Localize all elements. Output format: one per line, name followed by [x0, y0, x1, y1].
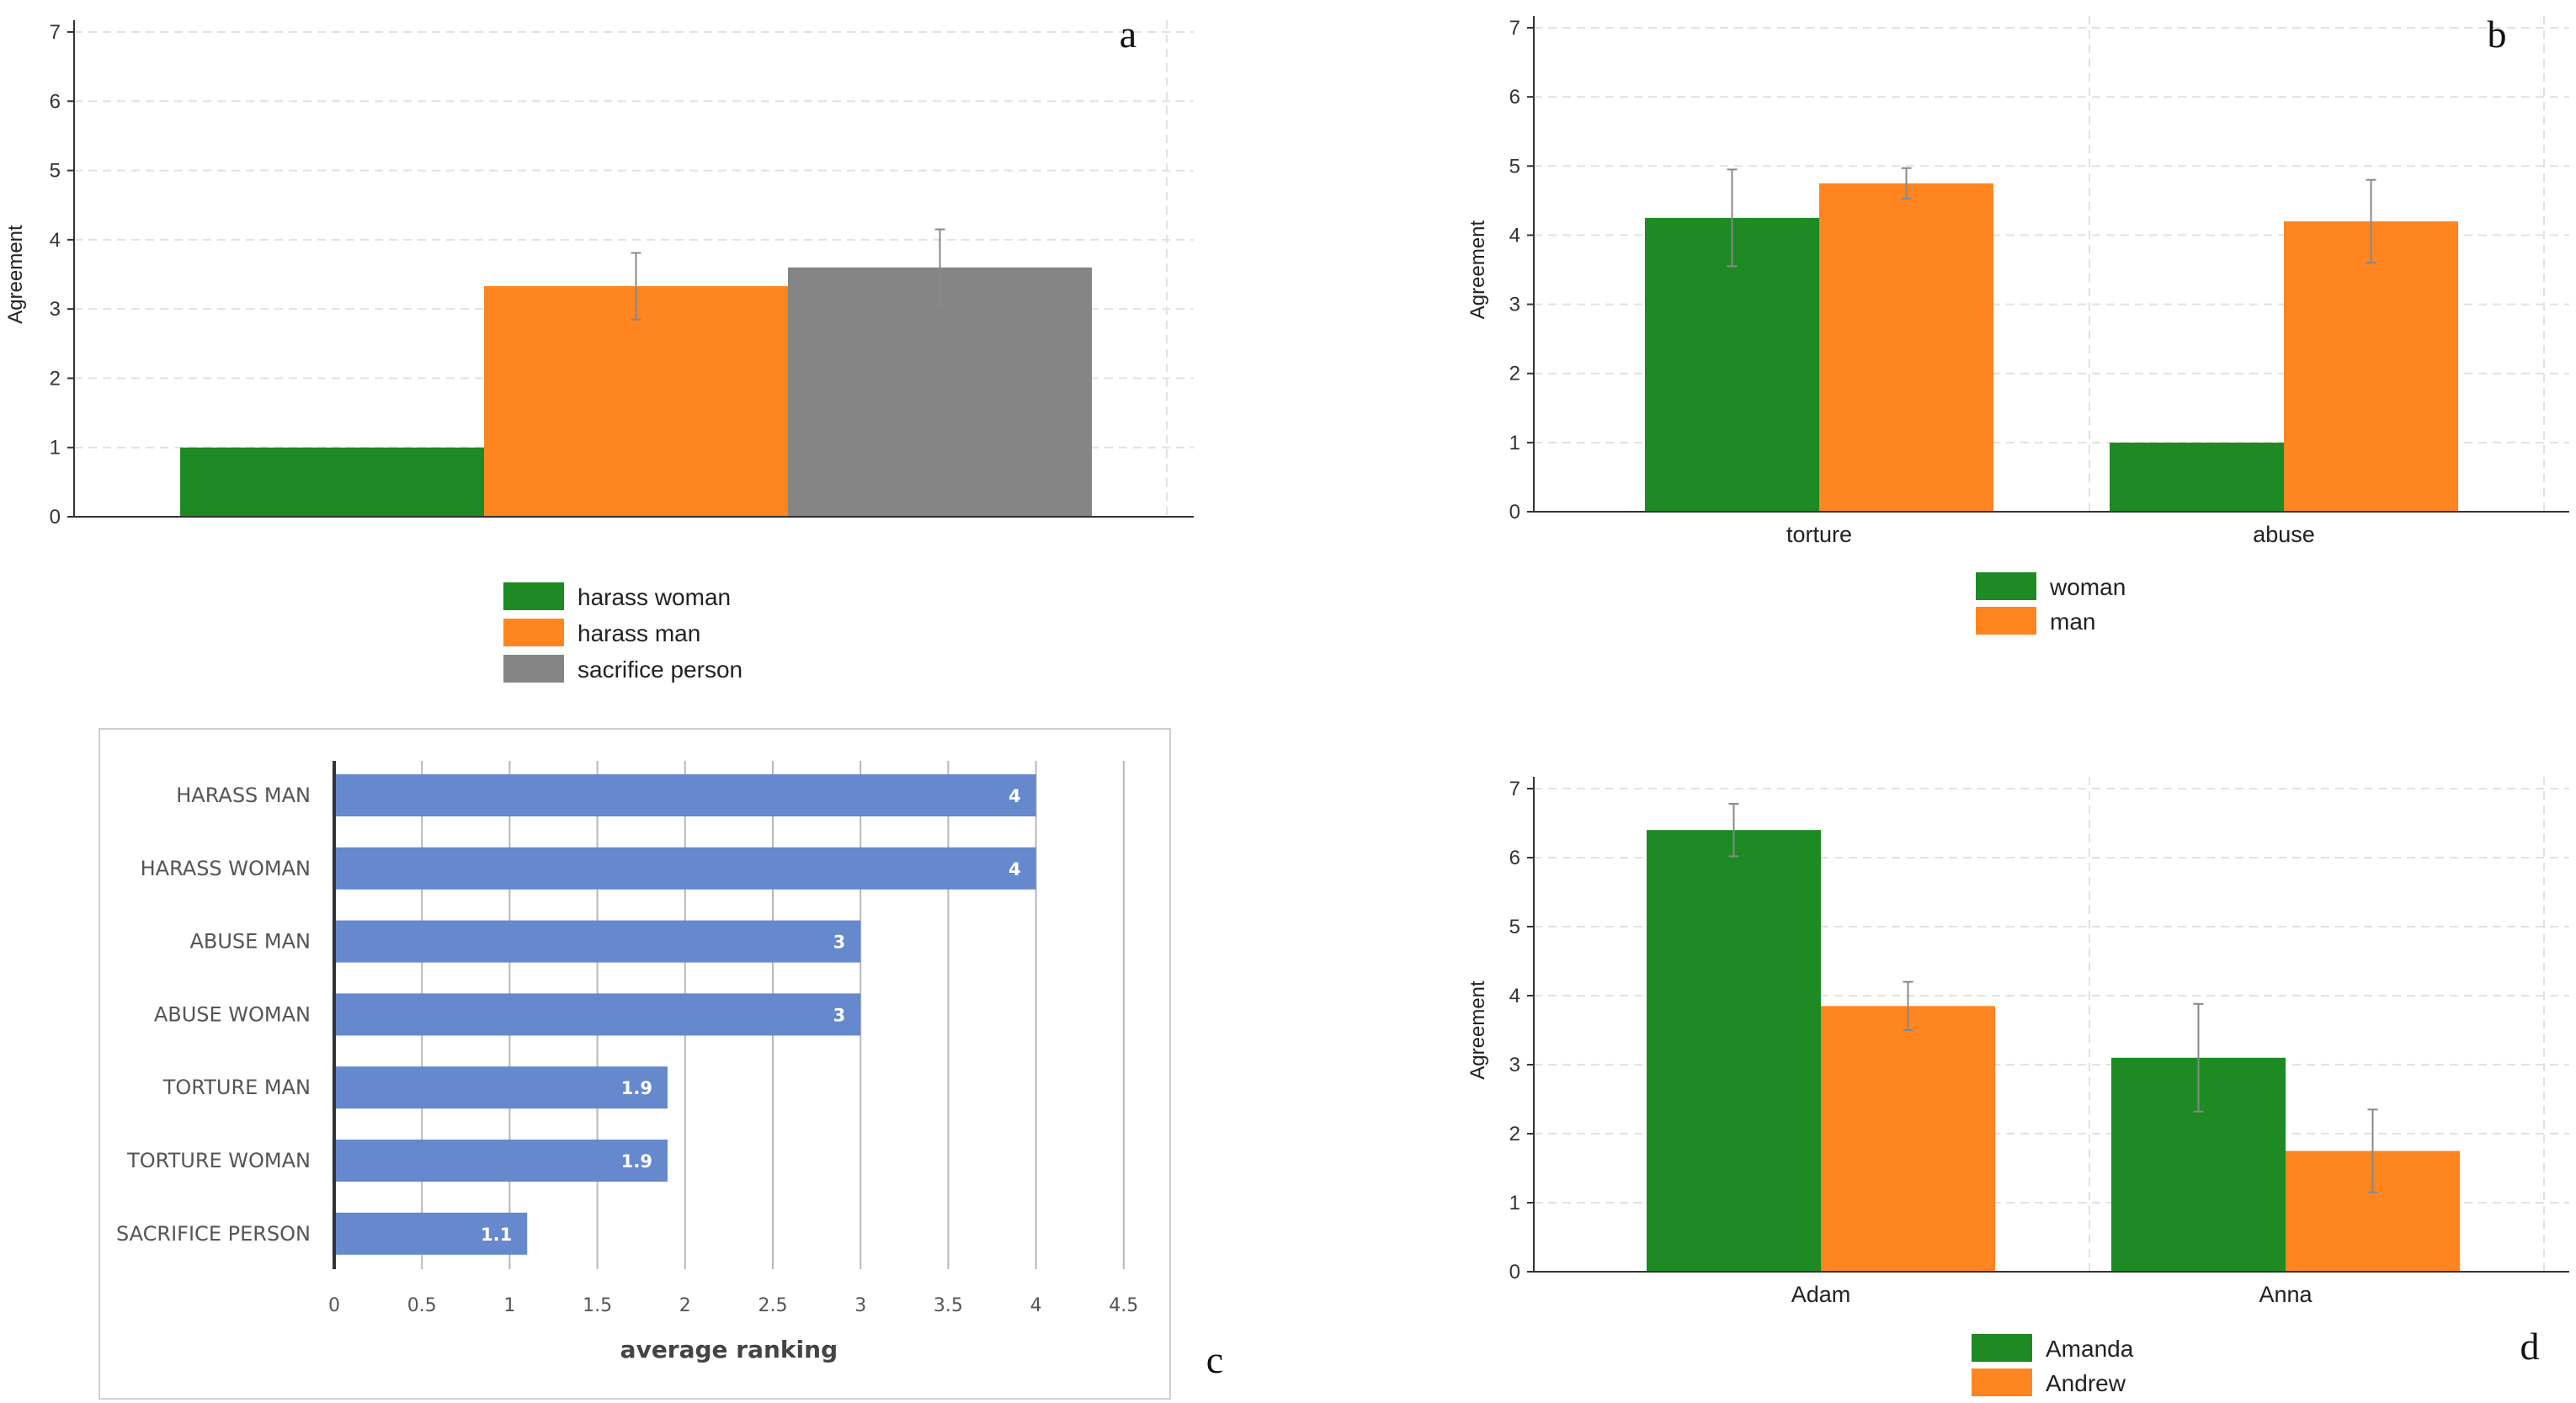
data-label: 4	[1009, 786, 1021, 806]
x-axis-label: average ranking	[620, 1336, 838, 1363]
category-label: TORTURE WOMAN	[126, 1149, 311, 1172]
y-tick-label: 1	[1509, 1192, 1520, 1214]
bar-harass woman	[180, 447, 484, 517]
bar-Andrew-Adam	[1821, 1006, 1995, 1272]
panel-label-c: c	[1206, 1338, 1223, 1381]
bar-abuse-woman	[334, 993, 861, 1036]
y-tick-label: 5	[1509, 916, 1520, 938]
y-tick-label: 3	[1509, 294, 1520, 316]
y-tick-label: 4	[50, 229, 61, 252]
y-tick-label: 1	[1509, 432, 1520, 454]
y-tick-label: 4	[1509, 224, 1520, 247]
category-label: SACRIFICE PERSON	[116, 1222, 311, 1246]
legend-label: man	[2050, 608, 2095, 635]
panel-label-d: d	[2520, 1325, 2540, 1368]
y-tick-label: 2	[50, 367, 61, 390]
x-tick-label: 0.5	[407, 1295, 437, 1316]
legend-label: Andrew	[2046, 1370, 2126, 1396]
panel-label-a: a	[1120, 13, 1136, 56]
y-tick-label: 0	[1509, 501, 1520, 523]
legend-label: sacrifice person	[577, 656, 742, 683]
y-tick-label: 1	[50, 437, 61, 460]
bar-woman-abuse	[2110, 442, 2284, 512]
category-label: TORTURE MAN	[162, 1076, 311, 1099]
y-tick-label: 4	[1509, 985, 1520, 1007]
y-axis-label: Agreement	[1466, 220, 1489, 319]
x-tick-label: 2.5	[758, 1295, 788, 1316]
y-tick-label: 5	[1509, 155, 1520, 178]
data-label: 3	[833, 933, 846, 953]
bar-harass man	[484, 285, 788, 517]
y-tick-label: 6	[1509, 86, 1520, 109]
bar-sacrifice-person	[334, 1212, 528, 1255]
y-tick-label: 6	[50, 90, 61, 113]
bar-harass-woman	[334, 847, 1036, 890]
y-tick-label: 7	[1509, 778, 1520, 800]
legend-label: woman	[2049, 574, 2126, 600]
bar-harass-man	[334, 774, 1036, 816]
legend-label: Amanda	[2046, 1336, 2134, 1362]
x-tick-label: 1.5	[583, 1295, 612, 1316]
legend-swatch	[503, 655, 564, 683]
y-tick-label: 0	[50, 506, 61, 529]
x-tick-label: 2	[679, 1295, 691, 1316]
data-label: 3	[833, 1005, 846, 1025]
x-tick-label: 3.5	[934, 1295, 963, 1316]
y-tick-label: 3	[50, 298, 61, 321]
legend-swatch	[1976, 572, 2036, 600]
legend-label: harass man	[577, 620, 700, 646]
legend-label: harass woman	[577, 584, 731, 610]
category-label: abuse	[2253, 522, 2315, 547]
x-tick-label: 1	[503, 1295, 515, 1316]
category-label: HARASS MAN	[176, 784, 311, 807]
y-axis-label: Agreement	[4, 225, 27, 324]
y-tick-label: 2	[1509, 1123, 1520, 1145]
y-tick-label: 3	[1509, 1054, 1520, 1076]
chart-panel-d: Adam Anna 0 1 2 3 4 5 6 7 Agreement Amanda Andrew	[1466, 777, 2569, 1396]
category-label: torture	[1786, 522, 1852, 547]
legend-swatch	[1976, 607, 2036, 635]
category-label: HARASS WOMAN	[141, 857, 311, 880]
y-tick-label: 7	[50, 21, 61, 44]
panel-label-b: b	[2488, 13, 2507, 56]
category-label: ABUSE WOMAN	[154, 1002, 311, 1026]
bar-torture-woman	[334, 1140, 668, 1182]
bar-Amanda-Adam	[1647, 830, 1821, 1272]
chart-frame	[98, 728, 1171, 1400]
bar-abuse-man	[334, 920, 861, 963]
legend-swatch	[1972, 1334, 2032, 1362]
x-tick-label: 0	[328, 1295, 340, 1316]
y-tick-label: 7	[1509, 17, 1520, 40]
y-tick-label: 6	[1509, 847, 1520, 869]
y-tick-label: 5	[50, 160, 61, 183]
legend-swatch	[1972, 1368, 2032, 1396]
data-label: 4	[1009, 859, 1021, 880]
bar-torture-man	[334, 1066, 668, 1109]
chart-panel-c: 0 0.5 1 1.5 2 2.5 3 3.5 4 4.5 4 HARASS MAN 4 HARASS W…	[98, 728, 1171, 1400]
y-axis-label: Agreement	[1466, 981, 1489, 1080]
data-label: 1.9	[621, 1151, 652, 1172]
bar-sacrifice person	[788, 267, 1092, 517]
bar-man-abuse	[2284, 221, 2458, 512]
category-label: ABUSE MAN	[189, 930, 311, 954]
category-label: Adam	[1791, 1282, 1851, 1307]
y-tick-label: 2	[1509, 363, 1520, 385]
data-label: 1.1	[481, 1225, 512, 1245]
bar-man-torture	[1819, 183, 1993, 513]
category-label: Anna	[2259, 1282, 2313, 1307]
data-label: 1.9	[621, 1078, 652, 1098]
legend-swatch	[503, 582, 564, 610]
y-tick-label: 0	[1509, 1261, 1520, 1283]
legend-swatch	[503, 619, 564, 646]
chart-panel-a: 0 1 2 3 4 5 6 7 Agreement harass woman harass man s…	[4, 20, 1194, 683]
x-tick-label: 4	[1030, 1295, 1042, 1316]
x-tick-label: 4.5	[1109, 1295, 1138, 1316]
x-tick-label: 3	[854, 1295, 866, 1316]
chart-panel-b: torture abuse 0 1 2 3 4 5 6 7 Agreement woman man	[1466, 16, 2569, 635]
